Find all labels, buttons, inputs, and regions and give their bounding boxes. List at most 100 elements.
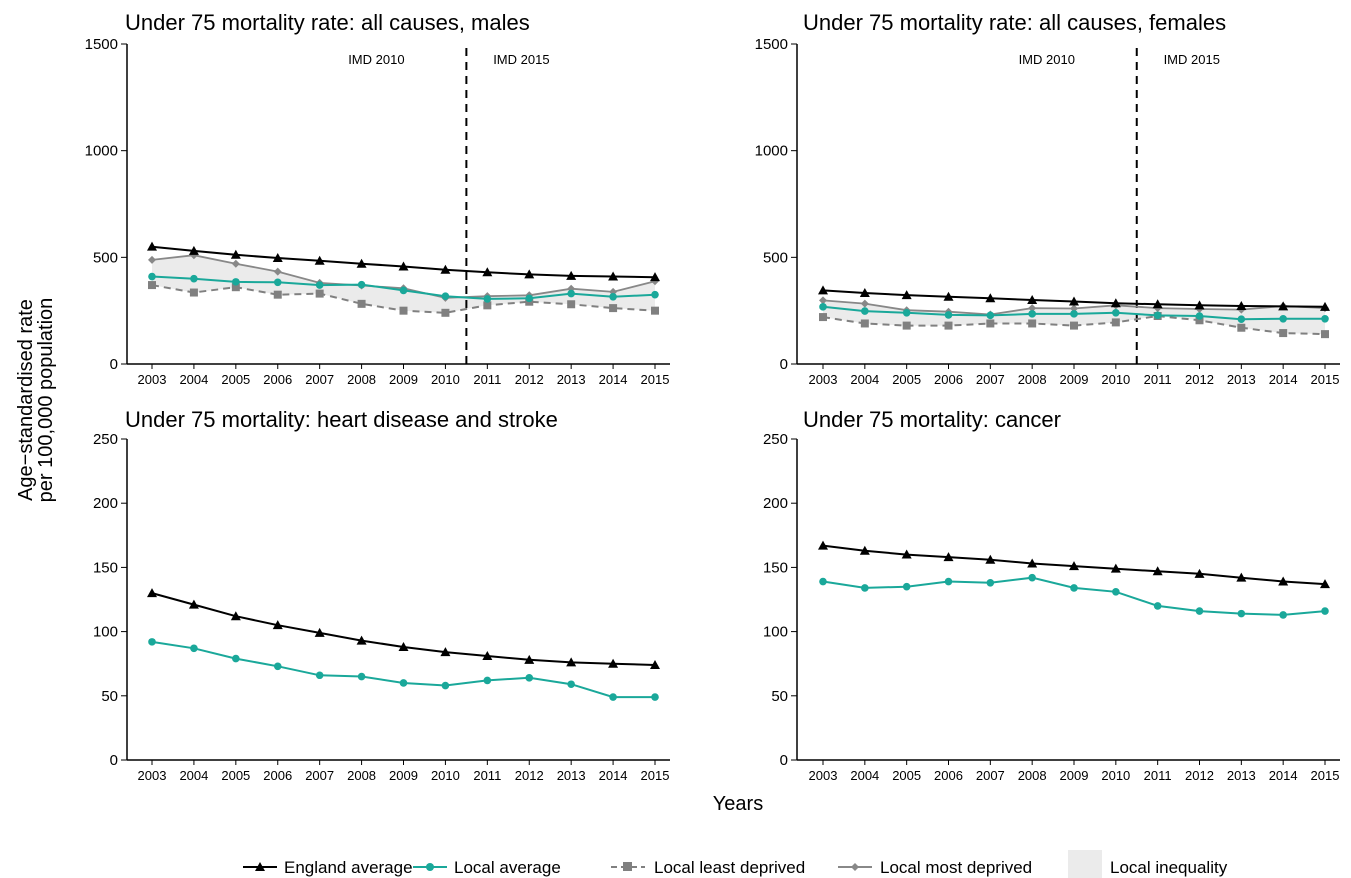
data-point-least [148,281,156,290]
data-point-least [357,299,366,308]
x-tick-label: 2013 [1227,372,1256,387]
data-point-england [1320,579,1330,589]
x-tick-label: 2011 [473,768,501,783]
x-tick-label: 2010 [431,372,460,387]
data-point-england [1027,295,1038,304]
x-tick-label: 2013 [1227,768,1256,783]
x-tick-label: 2006 [263,768,292,783]
data-point-england [608,658,619,668]
data-point-local [1279,611,1287,619]
x-tick-label: 2015 [641,372,670,387]
y-tick-label: 250 [763,431,788,448]
data-point-local [944,311,953,319]
y-tick-label: 200 [93,495,118,512]
x-tick-label: 2005 [221,372,250,387]
x-tick-label: 2006 [934,768,963,783]
panel-title: Under 75 mortality rate: all causes, fem… [803,10,1226,35]
data-point-england [1110,563,1121,573]
data-point-local [1279,314,1287,323]
data-point-local [1237,609,1246,618]
data-point-least [1195,316,1204,325]
x-axis-title: Years [713,793,763,815]
x-tick-label: 2009 [1060,372,1089,387]
data-point-england [1320,301,1330,311]
data-point-england [1069,296,1079,306]
data-point-england [1069,561,1079,571]
data-point-most [1028,304,1037,313]
data-point-local [567,680,575,689]
legend-label-most: Local most deprived [880,858,1032,877]
x-tick-label: 2008 [347,372,376,387]
data-point-england [1278,576,1289,586]
data-point-england [1278,301,1289,311]
data-point-least [441,308,450,317]
y-tick-label: 500 [93,249,118,266]
data-point-least [609,304,618,313]
legend-marker-most [851,863,859,871]
data-point-local [525,674,534,682]
x-tick-label: 2010 [431,768,460,783]
imd-right-label: IMD 2015 [1164,52,1220,67]
data-point-england [356,635,367,645]
x-tick-label: 2009 [389,372,418,387]
legend-label-least: Local least deprived [654,858,805,877]
data-point-england [314,627,325,637]
data-point-least [986,319,995,328]
legend-item-local: Local average [413,858,561,877]
panel-title: Under 75 mortality rate: all causes, mal… [125,10,530,35]
data-point-least [189,288,198,297]
data-point-local [1153,311,1162,320]
y-tick-label: 500 [763,249,788,266]
data-point-local [441,681,450,690]
x-tick-label: 2005 [221,768,250,783]
data-point-england [314,255,325,265]
data-point-least [273,290,282,299]
data-point-england [608,271,619,281]
y-tick-label: 0 [110,752,118,769]
data-point-local [609,693,617,701]
x-tick-label: 2007 [305,372,334,387]
chart-panel-1: Under 75 mortality rate: all causes, mal… [85,10,670,387]
x-tick-label: 2003 [138,372,167,387]
legend-label-local: Local average [454,858,561,877]
data-point-most [1070,304,1078,313]
x-tick-label: 2012 [515,768,544,783]
data-point-most [860,299,869,308]
data-point-least [1028,319,1037,328]
y-tick-label: 200 [763,495,788,512]
legend-marker-england [255,862,265,871]
data-point-local [944,577,953,586]
chart-panel-3: Under 75 mortality: heart disease and st… [93,407,670,783]
x-tick-label: 2003 [809,768,838,783]
y-axis-title-line2: per 100,000 population [35,298,57,503]
legend-item-inequality: Local inequality [1068,850,1228,878]
x-tick-label: 2011 [473,372,501,387]
y-tick-label: 1500 [755,36,788,53]
data-point-local [399,286,408,295]
y-tick-label: 150 [763,559,788,576]
data-point-local [232,654,240,663]
x-tick-label: 2004 [850,768,879,783]
y-tick-label: 0 [780,356,788,373]
data-point-england [356,258,367,268]
imd-left-label: IMD 2010 [348,52,404,67]
data-point-england [230,249,241,259]
data-point-local [609,293,617,301]
data-point-local [902,582,911,591]
data-point-england [985,293,996,303]
data-point-local [357,672,366,681]
y-tick-label: 0 [780,752,788,769]
data-point-england [566,657,577,667]
data-point-local [483,295,492,303]
data-point-england [1236,572,1247,582]
data-point-local [1070,584,1078,592]
x-tick-label: 2014 [1269,768,1298,783]
data-point-least [567,300,576,309]
data-point-local [651,693,659,701]
y-tick-label: 100 [93,624,118,641]
data-point-local [986,311,995,320]
data-point-most [148,255,156,264]
data-point-local [861,584,869,592]
data-point-england [650,272,660,282]
data-point-england [524,269,535,279]
